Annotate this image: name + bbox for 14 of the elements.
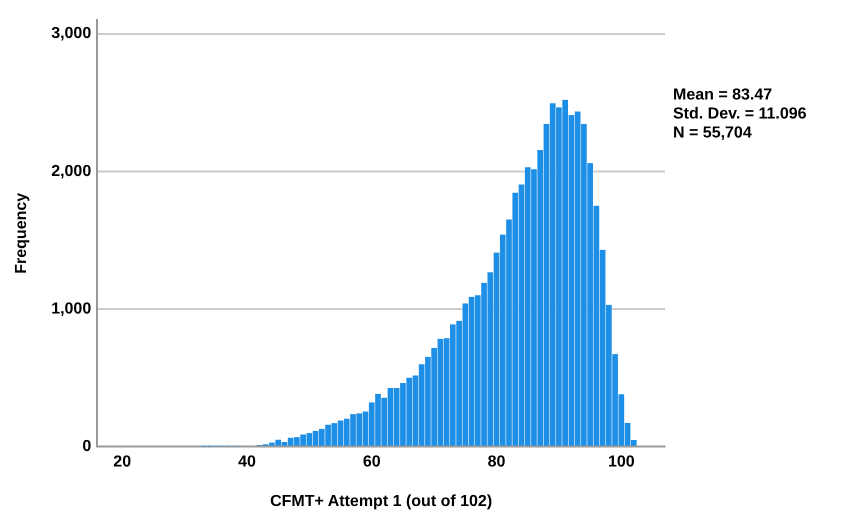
x-axis-title: CFMT+ Attempt 1 (out of 102) [270,492,492,510]
x-tick-label: 60 [362,454,381,471]
y-axis-title: Frequency [13,192,30,274]
y-tick-label: 0 [82,438,92,456]
x-tick-label: 100 [608,454,635,471]
text: Std. Dev. = 11.096 [673,105,807,122]
x-tick-label: 80 [488,454,506,471]
text: Mean = 83.47 [673,86,772,104]
text: N = 55,704 [673,124,752,142]
y-tick-label: 3,000 [51,25,92,42]
y-tick-label: 1,000 [51,300,92,318]
x-tick-label: 40 [238,454,256,471]
x-tick-label: 20 [113,454,132,471]
y-tick-label: 2,000 [51,162,92,180]
